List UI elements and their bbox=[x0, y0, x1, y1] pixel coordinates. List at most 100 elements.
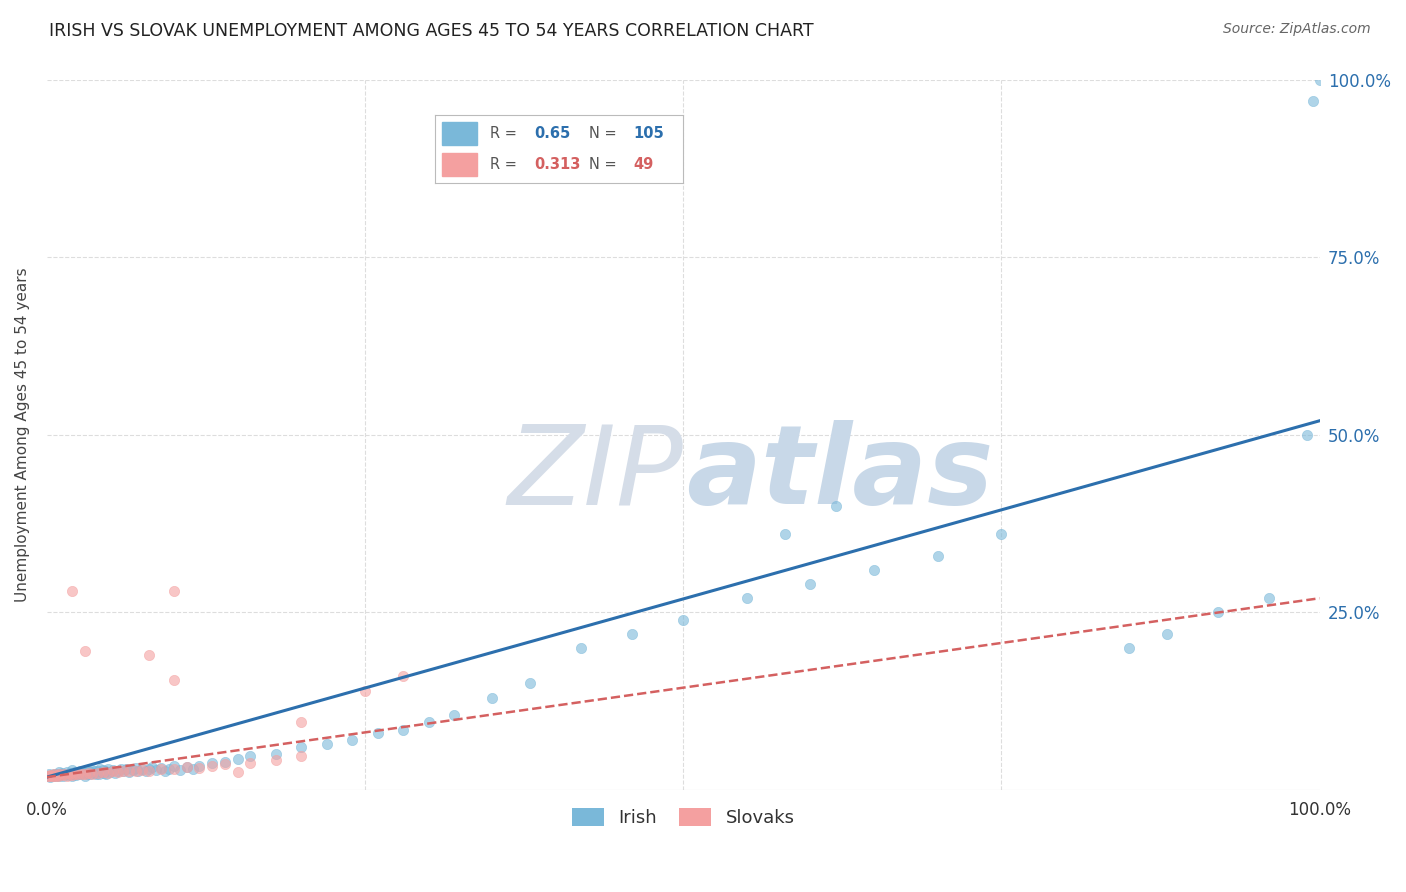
Point bbox=[112, 764, 135, 779]
Point bbox=[62, 767, 84, 781]
Point bbox=[49, 767, 72, 781]
Text: Source: ZipAtlas.com: Source: ZipAtlas.com bbox=[1223, 22, 1371, 37]
Point bbox=[69, 764, 91, 779]
Point bbox=[93, 765, 115, 780]
Point bbox=[1302, 95, 1324, 109]
Point bbox=[73, 766, 96, 780]
Point bbox=[481, 690, 503, 705]
Point bbox=[201, 758, 224, 772]
Point bbox=[1309, 73, 1331, 87]
Point bbox=[163, 762, 186, 776]
Point bbox=[97, 765, 120, 780]
Point bbox=[86, 764, 108, 779]
Point bbox=[569, 640, 592, 655]
Point bbox=[60, 769, 83, 783]
Point bbox=[101, 763, 124, 777]
Point bbox=[45, 769, 67, 783]
Point bbox=[48, 767, 70, 781]
Point bbox=[825, 499, 848, 513]
Point bbox=[66, 765, 89, 780]
Point bbox=[38, 767, 60, 781]
Point bbox=[89, 762, 111, 776]
Point bbox=[163, 673, 186, 687]
Point bbox=[86, 765, 108, 780]
Point bbox=[67, 766, 90, 780]
Point bbox=[264, 747, 287, 762]
Point bbox=[77, 764, 100, 779]
Point bbox=[214, 757, 236, 772]
Point bbox=[290, 715, 312, 730]
Y-axis label: Unemployment Among Ages 45 to 54 years: Unemployment Among Ages 45 to 54 years bbox=[15, 268, 30, 602]
Point bbox=[101, 764, 124, 779]
Point bbox=[163, 759, 186, 773]
Point bbox=[65, 768, 87, 782]
Point bbox=[990, 527, 1012, 541]
Point bbox=[176, 760, 198, 774]
Point bbox=[118, 764, 141, 778]
Point bbox=[44, 767, 66, 781]
Point bbox=[181, 762, 204, 776]
Point bbox=[125, 761, 148, 775]
Point bbox=[214, 755, 236, 769]
Point bbox=[122, 763, 145, 777]
Point bbox=[138, 648, 160, 662]
Point bbox=[46, 769, 69, 783]
Point bbox=[67, 766, 90, 780]
Point bbox=[443, 708, 465, 723]
Point bbox=[80, 765, 103, 780]
Point bbox=[127, 764, 149, 778]
Point bbox=[354, 683, 377, 698]
Point bbox=[58, 765, 80, 780]
Text: ZIP: ZIP bbox=[508, 420, 683, 527]
Point bbox=[239, 756, 262, 770]
Point bbox=[41, 768, 63, 782]
Point bbox=[96, 766, 118, 780]
Point bbox=[51, 768, 73, 782]
Point bbox=[519, 676, 541, 690]
Point bbox=[63, 767, 86, 781]
Point bbox=[135, 764, 157, 779]
Point bbox=[94, 764, 117, 778]
Point bbox=[39, 770, 62, 784]
Point bbox=[79, 767, 101, 781]
Point bbox=[112, 764, 135, 779]
Point bbox=[110, 762, 132, 776]
Point bbox=[392, 669, 415, 683]
Point bbox=[53, 767, 76, 781]
Point bbox=[138, 762, 160, 776]
Point bbox=[56, 765, 79, 780]
Point bbox=[131, 763, 153, 777]
Point bbox=[290, 740, 312, 755]
Point bbox=[70, 767, 93, 781]
Point bbox=[73, 769, 96, 783]
Point bbox=[1118, 640, 1140, 655]
Point bbox=[1206, 606, 1229, 620]
Point bbox=[86, 766, 108, 780]
Point bbox=[188, 761, 211, 775]
Point bbox=[58, 766, 80, 780]
Point bbox=[77, 765, 100, 780]
Point bbox=[91, 765, 114, 780]
Point bbox=[73, 644, 96, 658]
Point bbox=[84, 764, 107, 778]
Point bbox=[44, 766, 66, 780]
Point bbox=[138, 764, 160, 778]
Point bbox=[97, 762, 120, 776]
Point bbox=[46, 768, 69, 782]
Point bbox=[226, 765, 249, 780]
Point bbox=[153, 764, 176, 778]
Point bbox=[91, 763, 114, 777]
Point bbox=[42, 769, 65, 783]
Point bbox=[226, 752, 249, 766]
Point bbox=[157, 762, 180, 776]
Point bbox=[52, 769, 75, 783]
Point bbox=[131, 762, 153, 776]
Point bbox=[150, 762, 173, 776]
Point bbox=[48, 765, 70, 780]
Point bbox=[82, 766, 104, 780]
Point bbox=[188, 759, 211, 773]
Point bbox=[42, 769, 65, 783]
Text: IRISH VS SLOVAK UNEMPLOYMENT AMONG AGES 45 TO 54 YEARS CORRELATION CHART: IRISH VS SLOVAK UNEMPLOYMENT AMONG AGES … bbox=[49, 22, 814, 40]
Point bbox=[239, 748, 262, 763]
Point bbox=[141, 760, 163, 774]
